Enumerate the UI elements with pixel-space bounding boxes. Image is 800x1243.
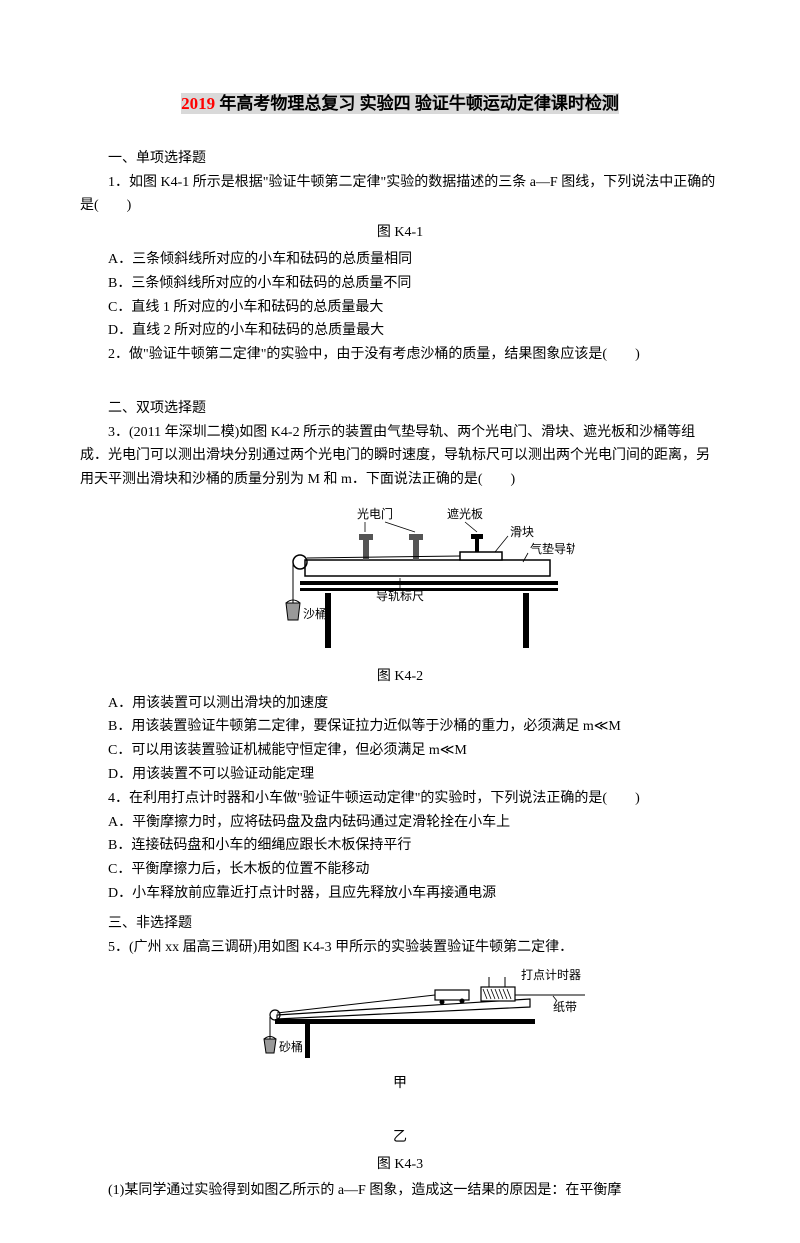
q1-option-a: A．三条倾斜线所对应的小车和砝码的总质量相同	[80, 248, 720, 272]
section-2-head: 二、双项选择题	[80, 397, 720, 421]
svg-text:遮光板: 遮光板	[447, 506, 483, 521]
svg-text:气垫导轨: 气垫导轨	[530, 541, 575, 556]
q1-option-d: D．直线 2 所对应的小车和砝码的总质量最大	[80, 319, 720, 343]
q1-text: 1．如图 K4-1 所示是根据"验证牛顿第二定律"实验的数据描述的三条 a—F …	[80, 171, 720, 219]
svg-text:打点计时器: 打点计时器	[521, 968, 581, 982]
q4-option-c: C．平衡摩擦力后，长木板的位置不能移动	[80, 858, 720, 882]
q4-option-d: D．小车释放前应靠近打点计时器，且应先释放小车再接通电源	[80, 882, 720, 906]
q3-option-d: D．用该装置不可以验证动能定理	[80, 763, 720, 787]
q5-text: 5．(广州 xx 届高三调研)用如图 K4-3 甲所示的实验装置验证牛顿第二定律…	[80, 936, 720, 960]
svg-text:光电门: 光电门	[357, 506, 393, 521]
q3-figure-label: 图 K4-2	[80, 665, 720, 689]
title-year: 2019	[181, 94, 215, 113]
q1-figure-label: 图 K4-1	[80, 221, 720, 245]
figure-k4-3-jia: 打点计时器 纸带 砂桶	[80, 965, 720, 1069]
q1-option-b: B．三条倾斜线所对应的小车和砝码的总质量不同	[80, 272, 720, 296]
q3-option-c: C．可以用该装置验证机械能守恒定律，但必须满足 m≪M	[80, 739, 720, 763]
q3-option-a: A．用该装置可以测出滑块的加速度	[80, 692, 720, 716]
svg-text:纸带: 纸带	[553, 1000, 577, 1014]
title-text: 年高考物理总复习 实验四 验证牛顿运动定律课时检测	[215, 94, 619, 113]
q4-option-b: B．连接砝码盘和小车的细绳应跟长木板保持平行	[80, 834, 720, 858]
q2-text: 2．做"验证牛顿第二定律"的实验中，由于没有考虑沙桶的质量，结果图象应该是( )	[80, 343, 720, 367]
q4-option-a: A．平衡摩擦力时，应将砝码盘及盘内砝码通过定滑轮拴在小车上	[80, 811, 720, 835]
q4-text: 4．在利用打点计时器和小车做"验证牛顿运动定律"的实验时，下列说法正确的是( )	[80, 787, 720, 811]
q5-jia-label: 甲	[80, 1072, 720, 1096]
figure-k4-2: 导轨标尺 光电门 遮光板 滑块 气垫导轨 沙桶	[80, 498, 720, 662]
q5-sub1: (1)某同学通过实验得到如图乙所示的 a—F 图象，造成这一结果的原因是：在平衡…	[80, 1179, 720, 1203]
q3-option-b: B．用该装置验证牛顿第二定律，要保证拉力近似等于沙桶的重力，必须满足 m≪M	[80, 715, 720, 739]
q1-option-c: C．直线 1 所对应的小车和砝码的总质量最大	[80, 296, 720, 320]
timer-track-diagram: 打点计时器 纸带 砂桶	[205, 965, 595, 1060]
svg-text:沙桶: 沙桶	[303, 606, 327, 621]
document-title: 2019 年高考物理总复习 实验四 验证牛顿运动定律课时检测	[80, 90, 720, 119]
svg-text:导轨标尺: 导轨标尺	[376, 589, 424, 603]
q3-text: 3．(2011 年深圳二模)如图 K4-2 所示的装置由气垫导轨、两个光电门、滑…	[80, 421, 720, 492]
section-1-head: 一、单项选择题	[80, 147, 720, 171]
q5-yi-label: 乙	[80, 1126, 720, 1150]
q5-figure-label: 图 K4-3	[80, 1153, 720, 1177]
air-track-diagram: 导轨标尺 光电门 遮光板 滑块 气垫导轨 沙桶	[225, 498, 575, 653]
svg-text:滑块: 滑块	[510, 525, 534, 539]
svg-text:砂桶: 砂桶	[279, 1039, 303, 1054]
section-3-head: 三、非选择题	[80, 912, 720, 936]
